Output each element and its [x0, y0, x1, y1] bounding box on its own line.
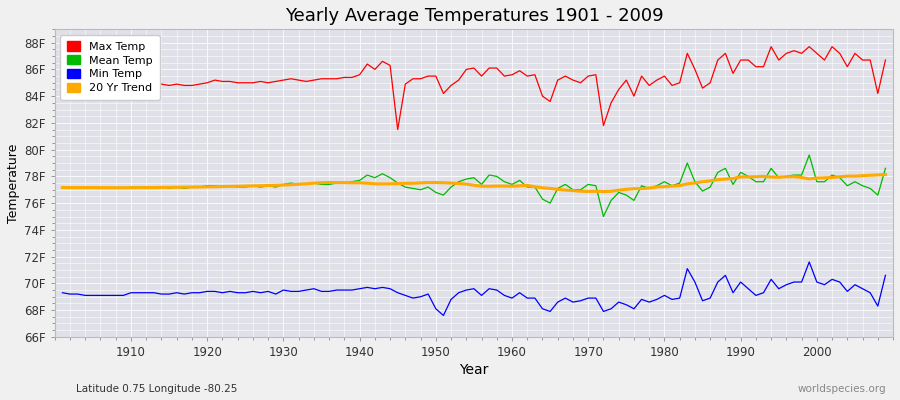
Text: worldspecies.org: worldspecies.org: [798, 384, 886, 394]
X-axis label: Year: Year: [459, 363, 489, 377]
Legend: Max Temp, Mean Temp, Min Temp, 20 Yr Trend: Max Temp, Mean Temp, Min Temp, 20 Yr Tre…: [60, 35, 159, 100]
Y-axis label: Temperature: Temperature: [7, 143, 20, 223]
Text: Latitude 0.75 Longitude -80.25: Latitude 0.75 Longitude -80.25: [76, 384, 238, 394]
Title: Yearly Average Temperatures 1901 - 2009: Yearly Average Temperatures 1901 - 2009: [284, 7, 663, 25]
